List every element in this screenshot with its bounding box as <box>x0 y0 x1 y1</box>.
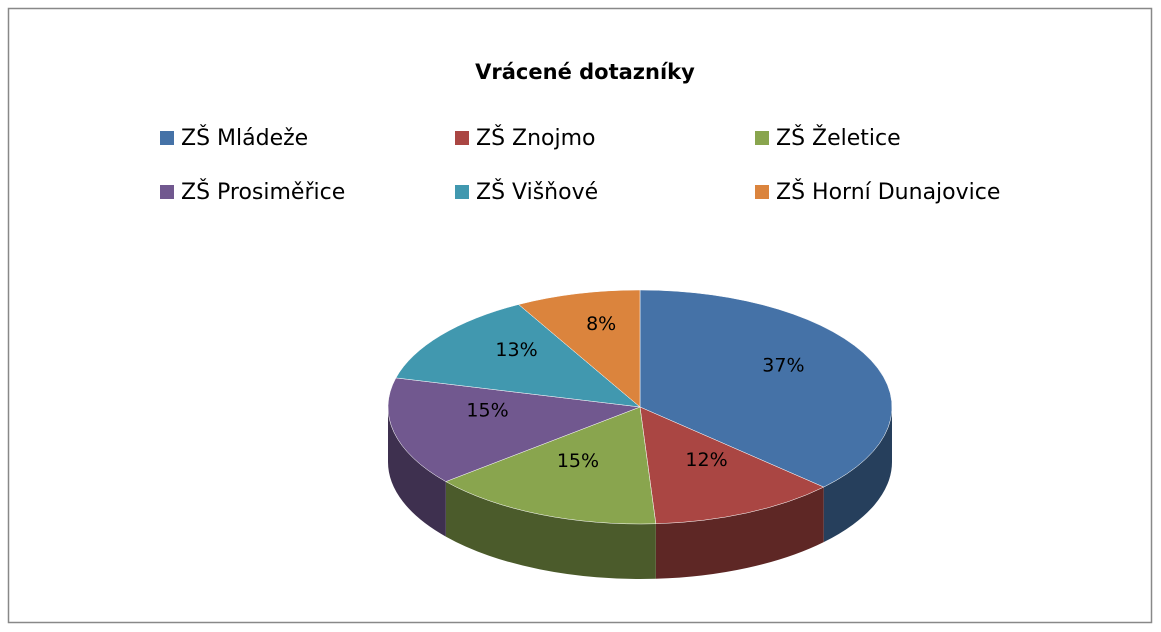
legend-label: ZŠ Znojmo <box>476 125 596 151</box>
pie-side <box>388 407 446 537</box>
pie-slice <box>387 377 641 482</box>
legend-label: ZŠ Želetice <box>776 125 901 151</box>
pie-side <box>823 407 892 543</box>
legend-label: ZŠ Horní Dunajovice <box>776 179 1000 205</box>
pie-side <box>445 481 656 579</box>
pie-slice <box>518 289 641 408</box>
legend-label: ZŠ Višňové <box>476 179 598 205</box>
data-label: 13% <box>495 339 537 361</box>
pie-slice <box>639 406 825 525</box>
legend-swatch <box>755 185 769 199</box>
data-label: 15% <box>557 450 599 472</box>
data-label: 12% <box>685 449 727 471</box>
legend-label: ZŠ Mládeže <box>181 125 308 151</box>
pie-slice <box>639 289 893 488</box>
legend-swatch <box>455 131 469 145</box>
pie-slice <box>445 406 657 525</box>
legend-label: ZŠ Prosiměřice <box>181 179 345 205</box>
chart-title: Vrácené dotazníky <box>475 60 695 84</box>
pie-slice <box>395 304 641 408</box>
data-label: 8% <box>586 313 616 335</box>
legend-swatch <box>455 185 469 199</box>
legend-swatch <box>160 131 174 145</box>
data-label: 37% <box>762 355 804 377</box>
legend-swatch <box>755 131 769 145</box>
legend-swatch <box>160 185 174 199</box>
data-label: 15% <box>466 399 508 421</box>
pie-side <box>655 487 824 579</box>
